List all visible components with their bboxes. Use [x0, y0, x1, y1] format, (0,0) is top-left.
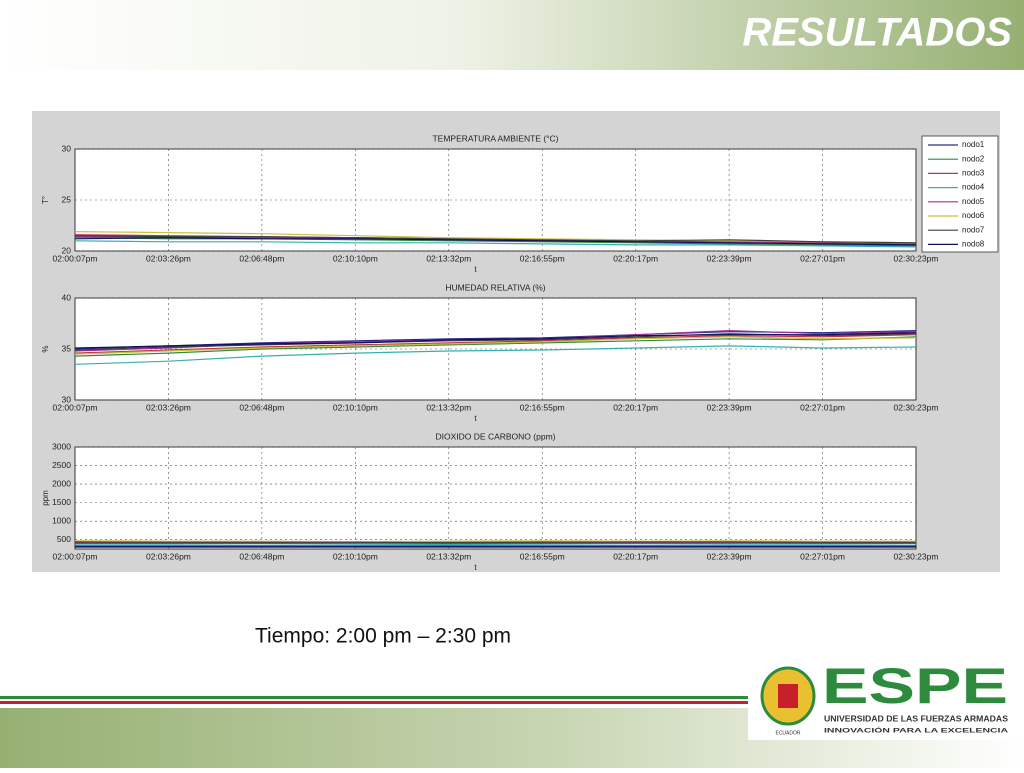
x-tick-label: 02:03:26pm: [146, 402, 191, 412]
legend-box: [922, 136, 998, 252]
x-tick-label: 02:10:10pm: [333, 253, 378, 263]
x-tick-label: 02:13:32pm: [426, 402, 471, 412]
legend-label: nodo5: [962, 197, 985, 206]
x-tick-label: 02:30:23pm: [894, 402, 939, 412]
legend-label: nodo4: [962, 183, 985, 192]
stripe-red: [0, 701, 748, 704]
y-tick-label: 3000: [52, 441, 71, 451]
x-tick-label: 02:30:23pm: [894, 551, 939, 561]
slide-title: RESULTADOS: [742, 11, 1012, 55]
y-tick-label: 40: [62, 292, 72, 302]
logo-line2: INNOVACIÓN PARA LA EXCELENCIA: [824, 726, 1008, 735]
emblem-text: ECUADOR: [775, 730, 800, 736]
y-axis-label: ppm: [41, 490, 50, 506]
x-tick-label: 02:13:32pm: [426, 253, 471, 263]
chart-title: TEMPERATURA AMBIENTE (°C): [432, 133, 558, 143]
y-tick-label: 25: [62, 194, 72, 204]
chart-title: DIOXIDO DE CARBONO (ppm): [436, 431, 556, 441]
x-tick-label: 02:20:17pm: [613, 402, 658, 412]
series-line: [75, 541, 916, 542]
y-tick-label: 500: [57, 534, 71, 544]
x-tick-label: 02:03:26pm: [146, 551, 191, 561]
y-tick-label: 1000: [52, 515, 71, 525]
y-tick-label: 30: [62, 143, 72, 153]
x-tick-label: 02:06:48pm: [239, 551, 284, 561]
y-tick-label: 35: [62, 343, 72, 353]
x-tick-label: 02:00:07pm: [53, 402, 98, 412]
x-tick-label: 02:27:01pm: [800, 551, 845, 561]
x-tick-label: 02:10:10pm: [333, 402, 378, 412]
stripe-green: [0, 696, 748, 699]
series-line: [75, 542, 916, 543]
x-tick-label: 02:23:39pm: [707, 253, 752, 263]
y-tick-label: 2000: [52, 478, 71, 488]
x-tick-label: 02:23:39pm: [707, 402, 752, 412]
x-tick-label: 02:00:07pm: [53, 551, 98, 561]
x-tick-label: 02:20:17pm: [613, 253, 658, 263]
x-tick-label: 02:13:32pm: [426, 551, 471, 561]
y-tick-label: 2500: [52, 460, 71, 470]
plot-area: [75, 447, 916, 549]
x-tick-label: 02:03:26pm: [146, 253, 191, 263]
x-tick-label: 02:23:39pm: [707, 551, 752, 561]
x-tick-label: 02:30:23pm: [894, 253, 939, 263]
caption: Tiempo: 2:00 pm – 2:30 pm: [255, 625, 511, 648]
x-tick-label: 02:27:01pm: [800, 402, 845, 412]
y-tick-label: 1500: [52, 497, 71, 507]
y-axis-label: %: [41, 345, 50, 352]
x-tick-label: 02:16:55pm: [520, 402, 565, 412]
x-tick-label: 02:00:07pm: [53, 253, 98, 263]
logo-line1: UNIVERSIDAD DE LAS FUERZAS ARMADAS: [824, 713, 1008, 723]
chart-title: HUMEDAD RELATIVA (%): [445, 282, 545, 292]
x-tick-label: 02:06:48pm: [239, 253, 284, 263]
legend-label: nodo3: [962, 169, 985, 178]
x-tick-label: 02:06:48pm: [239, 402, 284, 412]
logo-name: ESPE: [822, 658, 1008, 714]
x-tick-label: 02:16:55pm: [520, 253, 565, 263]
legend-label: nodo2: [962, 154, 985, 163]
y-axis-label: T°: [41, 196, 50, 204]
legend-label: nodo7: [962, 225, 985, 234]
x-tick-label: 02:20:17pm: [613, 551, 658, 561]
charts: TEMPERATURA AMBIENTE (°C)T°t20253002:00:…: [41, 133, 998, 572]
legend-label: nodo6: [962, 211, 985, 220]
legend-label: nodo1: [962, 140, 985, 149]
x-tick-label: 02:10:10pm: [333, 551, 378, 561]
x-tick-label: 02:16:55pm: [520, 551, 565, 561]
x-tick-label: 02:27:01pm: [800, 253, 845, 263]
legend-label: nodo8: [962, 240, 985, 249]
